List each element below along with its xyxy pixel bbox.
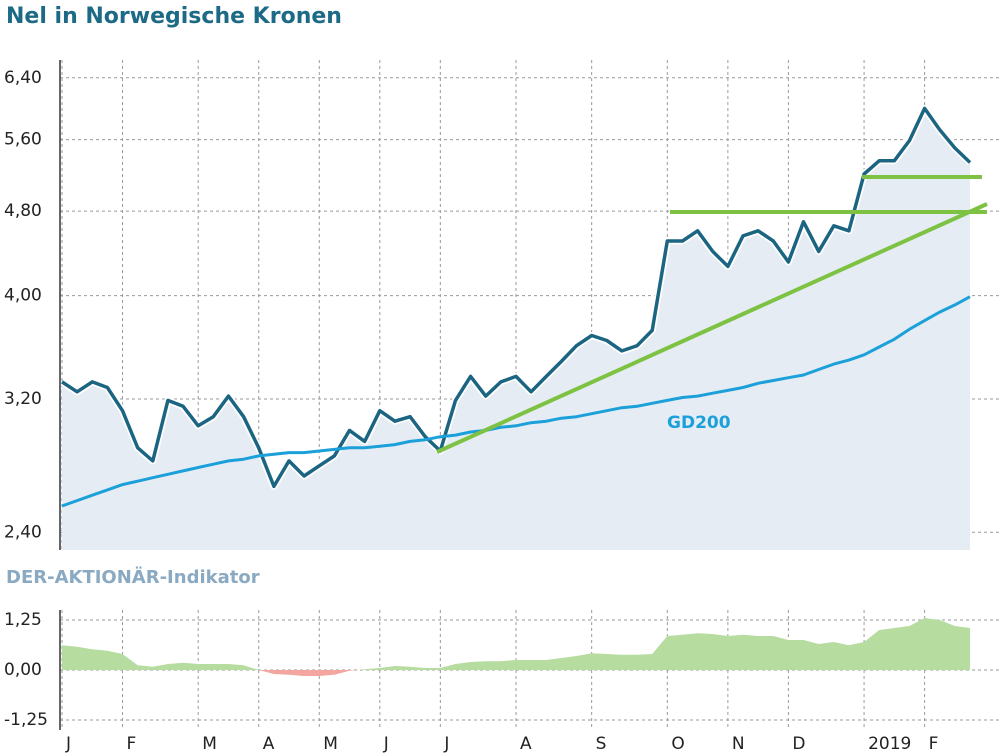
y-tick-label: 0,00 bbox=[4, 660, 42, 680]
trend-lines bbox=[436, 175, 988, 454]
area-negative bbox=[62, 670, 970, 676]
gd200-label: GD200 bbox=[667, 413, 731, 433]
y-tick-label: 5,60 bbox=[4, 130, 42, 150]
area-fill bbox=[62, 108, 970, 551]
y-tick-label: 2,40 bbox=[4, 522, 42, 542]
indicator-title: DER-AKTIONÄR-Indikator bbox=[6, 566, 260, 588]
x-tick-label: M bbox=[202, 734, 217, 754]
y-tick-label: 3,20 bbox=[4, 389, 42, 409]
x-tick-label: F bbox=[127, 734, 137, 754]
area-positive bbox=[62, 618, 970, 670]
x-tick-label: F bbox=[929, 734, 939, 754]
y-tick-label: 6,40 bbox=[4, 68, 42, 88]
x-tick-label: J bbox=[65, 734, 71, 754]
x-tick-label: J bbox=[443, 734, 449, 754]
trend-line bbox=[436, 202, 988, 454]
x-tick-label: N bbox=[732, 734, 745, 754]
x-tick-label: A bbox=[263, 734, 275, 754]
x-tick-label: 2019 bbox=[868, 734, 911, 754]
chart-title: Nel in Norwegische Kronen bbox=[6, 4, 342, 29]
x-tick-label: D bbox=[792, 734, 805, 754]
line bbox=[61, 106, 972, 489]
line bbox=[61, 295, 971, 508]
x-tick-label: O bbox=[671, 734, 684, 754]
indicator-panel: -1,25 0,00 1,25 J F M A M J J A S O N D 2019 F bbox=[4, 610, 1000, 754]
x-tick-label: S bbox=[596, 734, 607, 754]
price-panel: 2,40 3,20 4,00 4,80 5,60 6,40 bbox=[4, 60, 1000, 551]
x-tick-label: M bbox=[323, 734, 338, 754]
x-tick-label: A bbox=[520, 734, 532, 754]
y-tick-label: 4,00 bbox=[4, 286, 42, 306]
y-tick-label: -1,25 bbox=[4, 710, 48, 730]
x-tick-label: J bbox=[383, 734, 389, 754]
y-tick-label: 4,80 bbox=[4, 201, 42, 221]
y-tick-label: 1,25 bbox=[4, 610, 42, 630]
